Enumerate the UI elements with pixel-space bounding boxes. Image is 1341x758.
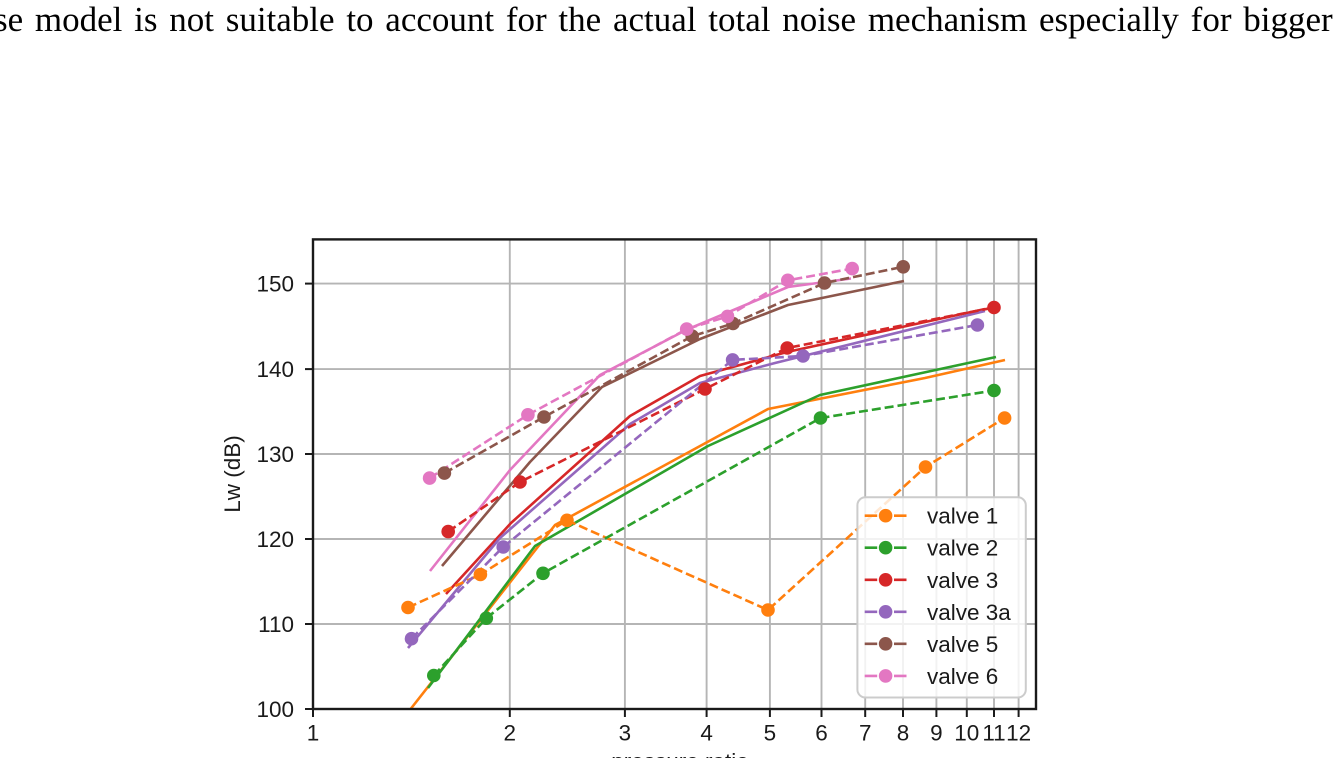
svg-text:6: 6: [815, 721, 828, 746]
svg-text:Lw (dB): Lw (dB): [220, 435, 245, 513]
svg-text:9: 9: [930, 721, 943, 746]
svg-text:12: 12: [1006, 721, 1031, 746]
svg-text:2: 2: [504, 721, 517, 746]
svg-text:valve 1: valve 1: [927, 504, 998, 529]
svg-text:7: 7: [859, 721, 872, 746]
svg-text:140: 140: [256, 357, 294, 382]
svg-text:10: 10: [954, 721, 979, 746]
svg-text:8: 8: [897, 721, 910, 746]
svg-text:1: 1: [307, 721, 320, 746]
svg-text:150: 150: [256, 272, 294, 297]
svg-text:valve 2: valve 2: [927, 536, 998, 561]
svg-text:valve 6: valve 6: [927, 664, 998, 689]
svg-text:120: 120: [256, 527, 294, 552]
svg-text:100: 100: [256, 697, 294, 722]
svg-text:pressure ratio: pressure ratio: [611, 749, 749, 758]
svg-text:5: 5: [764, 721, 777, 746]
svg-text:valve 3a: valve 3a: [927, 600, 1011, 625]
svg-text:4: 4: [700, 721, 713, 746]
svg-text:130: 130: [256, 442, 294, 467]
svg-text:valve 3: valve 3: [927, 568, 998, 593]
svg-text:110: 110: [258, 612, 294, 637]
svg-text:11: 11: [982, 721, 1005, 746]
svg-text:3: 3: [619, 721, 632, 746]
svg-text:valve 5: valve 5: [927, 632, 998, 657]
